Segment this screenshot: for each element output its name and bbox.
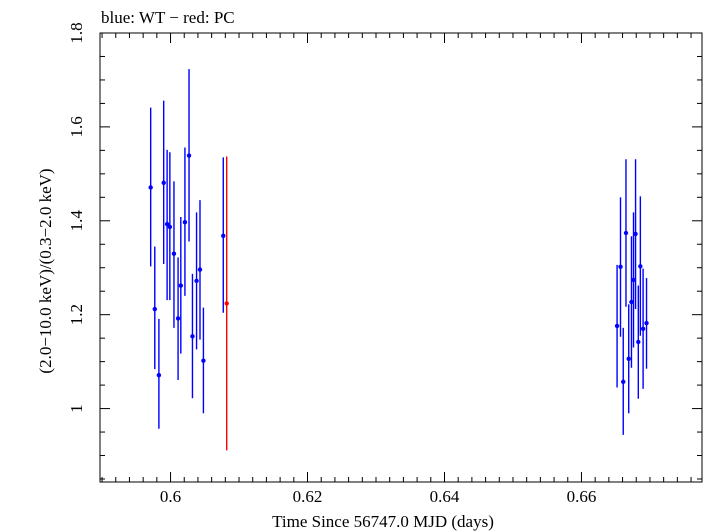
data-points — [148, 69, 649, 451]
series-pc — [224, 156, 229, 451]
data-point — [640, 326, 646, 331]
data-point — [631, 277, 636, 283]
data-point — [618, 264, 623, 269]
y-axis-label: (2.0−10.0 keV)/(0.3−2.0 keV) — [36, 168, 55, 373]
y-tick-label: 1.8 — [67, 22, 86, 43]
data-point — [175, 316, 181, 321]
y-tick-label: 1.2 — [67, 304, 86, 325]
data-point — [201, 358, 206, 363]
data-point — [152, 306, 157, 312]
x-tick-label: 0.62 — [293, 487, 323, 506]
x-tick-label: 0.6 — [160, 487, 181, 506]
data-point — [636, 339, 641, 345]
data-point — [644, 320, 649, 326]
data-point — [190, 334, 195, 339]
data-point — [221, 233, 226, 239]
data-point — [164, 221, 170, 227]
y-tick-label: 1.4 — [67, 210, 86, 232]
data-point — [621, 379, 626, 385]
data-point — [171, 251, 177, 256]
data-point — [629, 299, 634, 305]
y-tick-label: 1 — [67, 404, 86, 413]
y-tick-label: 1.6 — [67, 116, 86, 137]
data-point — [197, 267, 203, 272]
data-point — [148, 185, 153, 190]
data-point — [182, 219, 188, 225]
data-point — [156, 373, 162, 378]
data-point — [167, 224, 173, 230]
data-point — [633, 231, 638, 237]
data-point — [224, 301, 229, 306]
data-point — [178, 283, 184, 288]
chart-title: blue: WT − red: PC — [101, 8, 235, 27]
axis-ticks — [100, 32, 702, 482]
plot-frame — [99, 32, 703, 483]
data-point — [161, 180, 166, 185]
x-tick-label: 0.66 — [567, 487, 597, 506]
x-axis-label: Time Since 56747.0 MJD (days) — [272, 512, 494, 531]
data-point — [626, 356, 631, 362]
data-point — [186, 153, 192, 158]
axis-tick-labels: 0.6 0.62 0.64 0.66 1 1.2 1.4 1.6 1.8 — [67, 22, 596, 506]
data-point — [638, 264, 643, 269]
data-point — [623, 230, 629, 236]
series-wt — [148, 69, 649, 435]
x-tick-label: 0.64 — [430, 487, 460, 506]
data-point — [194, 278, 199, 284]
data-point — [614, 323, 620, 329]
